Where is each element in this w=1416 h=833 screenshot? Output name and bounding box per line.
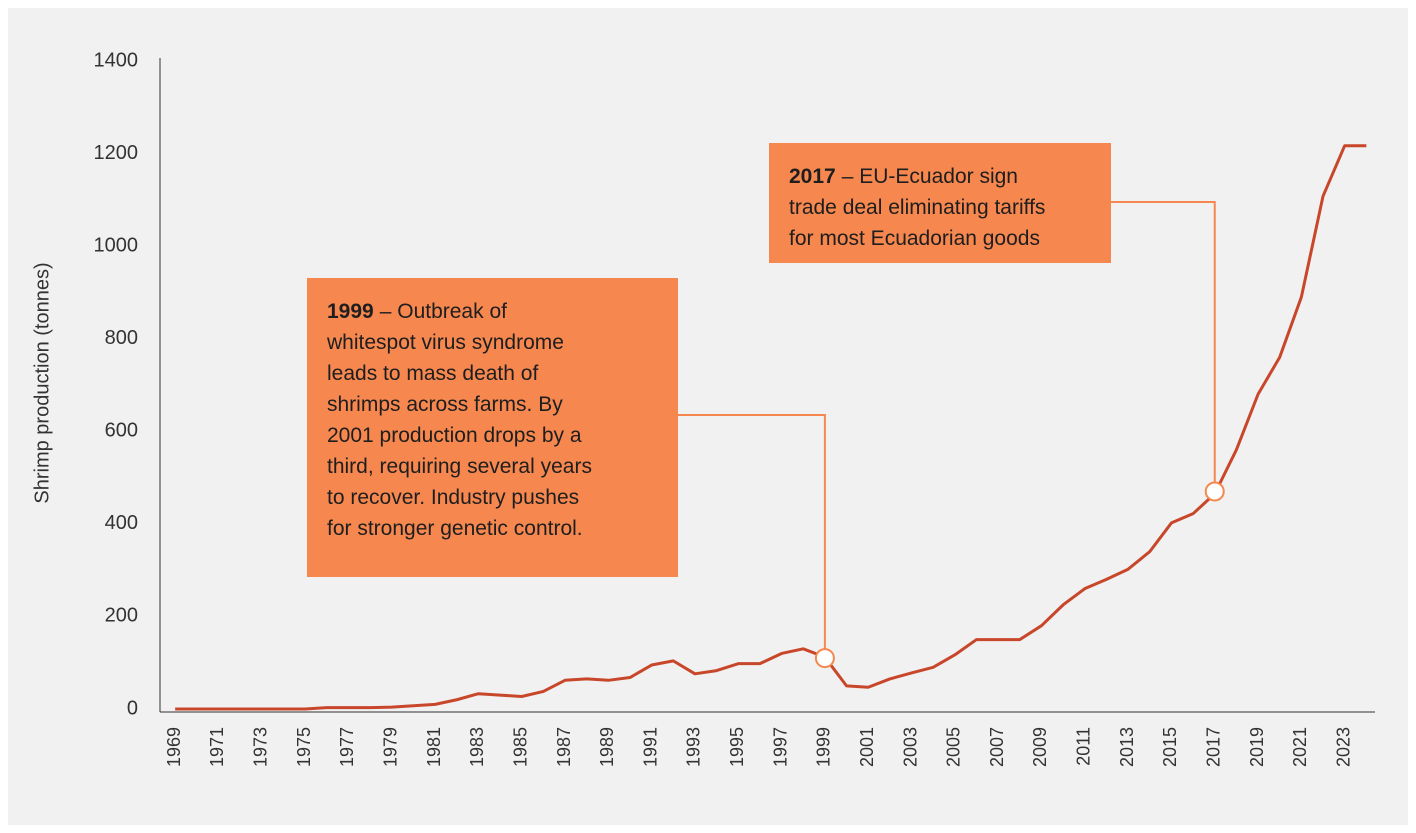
x-tick-label: 2007 [987,727,1007,767]
x-tick-label: 1969 [164,727,184,767]
x-tick-label: 1973 [251,727,271,767]
annotation-line: third, requiring several years [327,455,592,478]
y-tick-label: 600 [105,420,138,442]
x-tick-label: 2019 [1247,727,1267,767]
annotation-connector [678,414,826,650]
x-tick-label: 1987 [554,727,574,767]
x-tick-label: 2011 [1074,727,1094,766]
x-tick-label: 1975 [294,727,314,767]
x-tick-label: 1995 [727,727,747,767]
x-tick-label: 1989 [597,727,617,767]
y-axis-label: Shrimp production (tonnes) [31,262,53,503]
annotation-line: for most Ecuadorian goods [789,227,1040,250]
chart-background [8,8,1408,825]
y-tick-label: 200 [105,605,138,627]
x-tick-label: 1979 [380,727,400,767]
annotation-year: 2017 [789,165,836,188]
data-line [175,144,1367,711]
x-tick-label: 2021 [1290,727,1310,767]
x-tick-label: 1999 [814,727,834,767]
annotation-connector [1111,201,1216,483]
annotation-line: for stronger genetic control. [327,517,583,540]
x-tick-label: 2005 [944,727,964,767]
x-tick-label: 1991 [640,727,660,767]
y-tick-label: 1400 [94,49,139,71]
annotation-line: leads to mass death of [327,362,538,385]
x-tick-label: 1985 [510,727,530,767]
annotation-point [814,648,835,669]
y-tick-label: 1200 [94,142,139,164]
x-tick-label: 1993 [684,727,704,767]
y-tick-label: 0 [127,697,138,719]
x-tick-label: 2023 [1333,727,1353,767]
annotation-box [307,278,678,577]
x-tick-label: 1971 [207,727,227,767]
x-tick-label: 1977 [337,727,357,767]
annotation-line: – EU-Ecuador sign [842,165,1018,188]
annotation-line: trade deal eliminating tariffs [789,196,1045,219]
annotation-line: 2001 production drops by a [327,424,582,447]
annotation-point [1204,481,1225,502]
annotation-text: 1999 – Outbreak of whitespot virus syndrom… [326,300,592,540]
y-tick-label: 400 [105,512,138,534]
annotation-line: whitespot virus syndrome [326,331,564,354]
y-tick-label: 1000 [94,234,139,256]
annotation-year: 1999 [327,300,374,323]
x-tick-label: 1983 [467,727,487,767]
x-tick-label: 2013 [1117,727,1137,767]
x-tick-label: 2001 [857,727,877,767]
x-tick-label: 2017 [1203,727,1223,767]
x-tick-label: 2015 [1160,727,1180,767]
x-tick-label: 1997 [770,727,790,767]
y-tick-label: 800 [105,327,138,349]
annotation-text: 2017 – EU-Ecuador sign trade deal eliminat… [789,165,1045,250]
annotation-box [769,143,1111,263]
annotation-line: to recover. Industry pushes [327,486,579,509]
annotation-line: shrimps across farms. By [327,393,563,416]
x-tick-label: 2003 [900,727,920,767]
x-tick-label: 2009 [1030,727,1050,767]
annotation-line: – Outbreak of [380,300,507,323]
x-tick-label: 1981 [424,727,444,767]
